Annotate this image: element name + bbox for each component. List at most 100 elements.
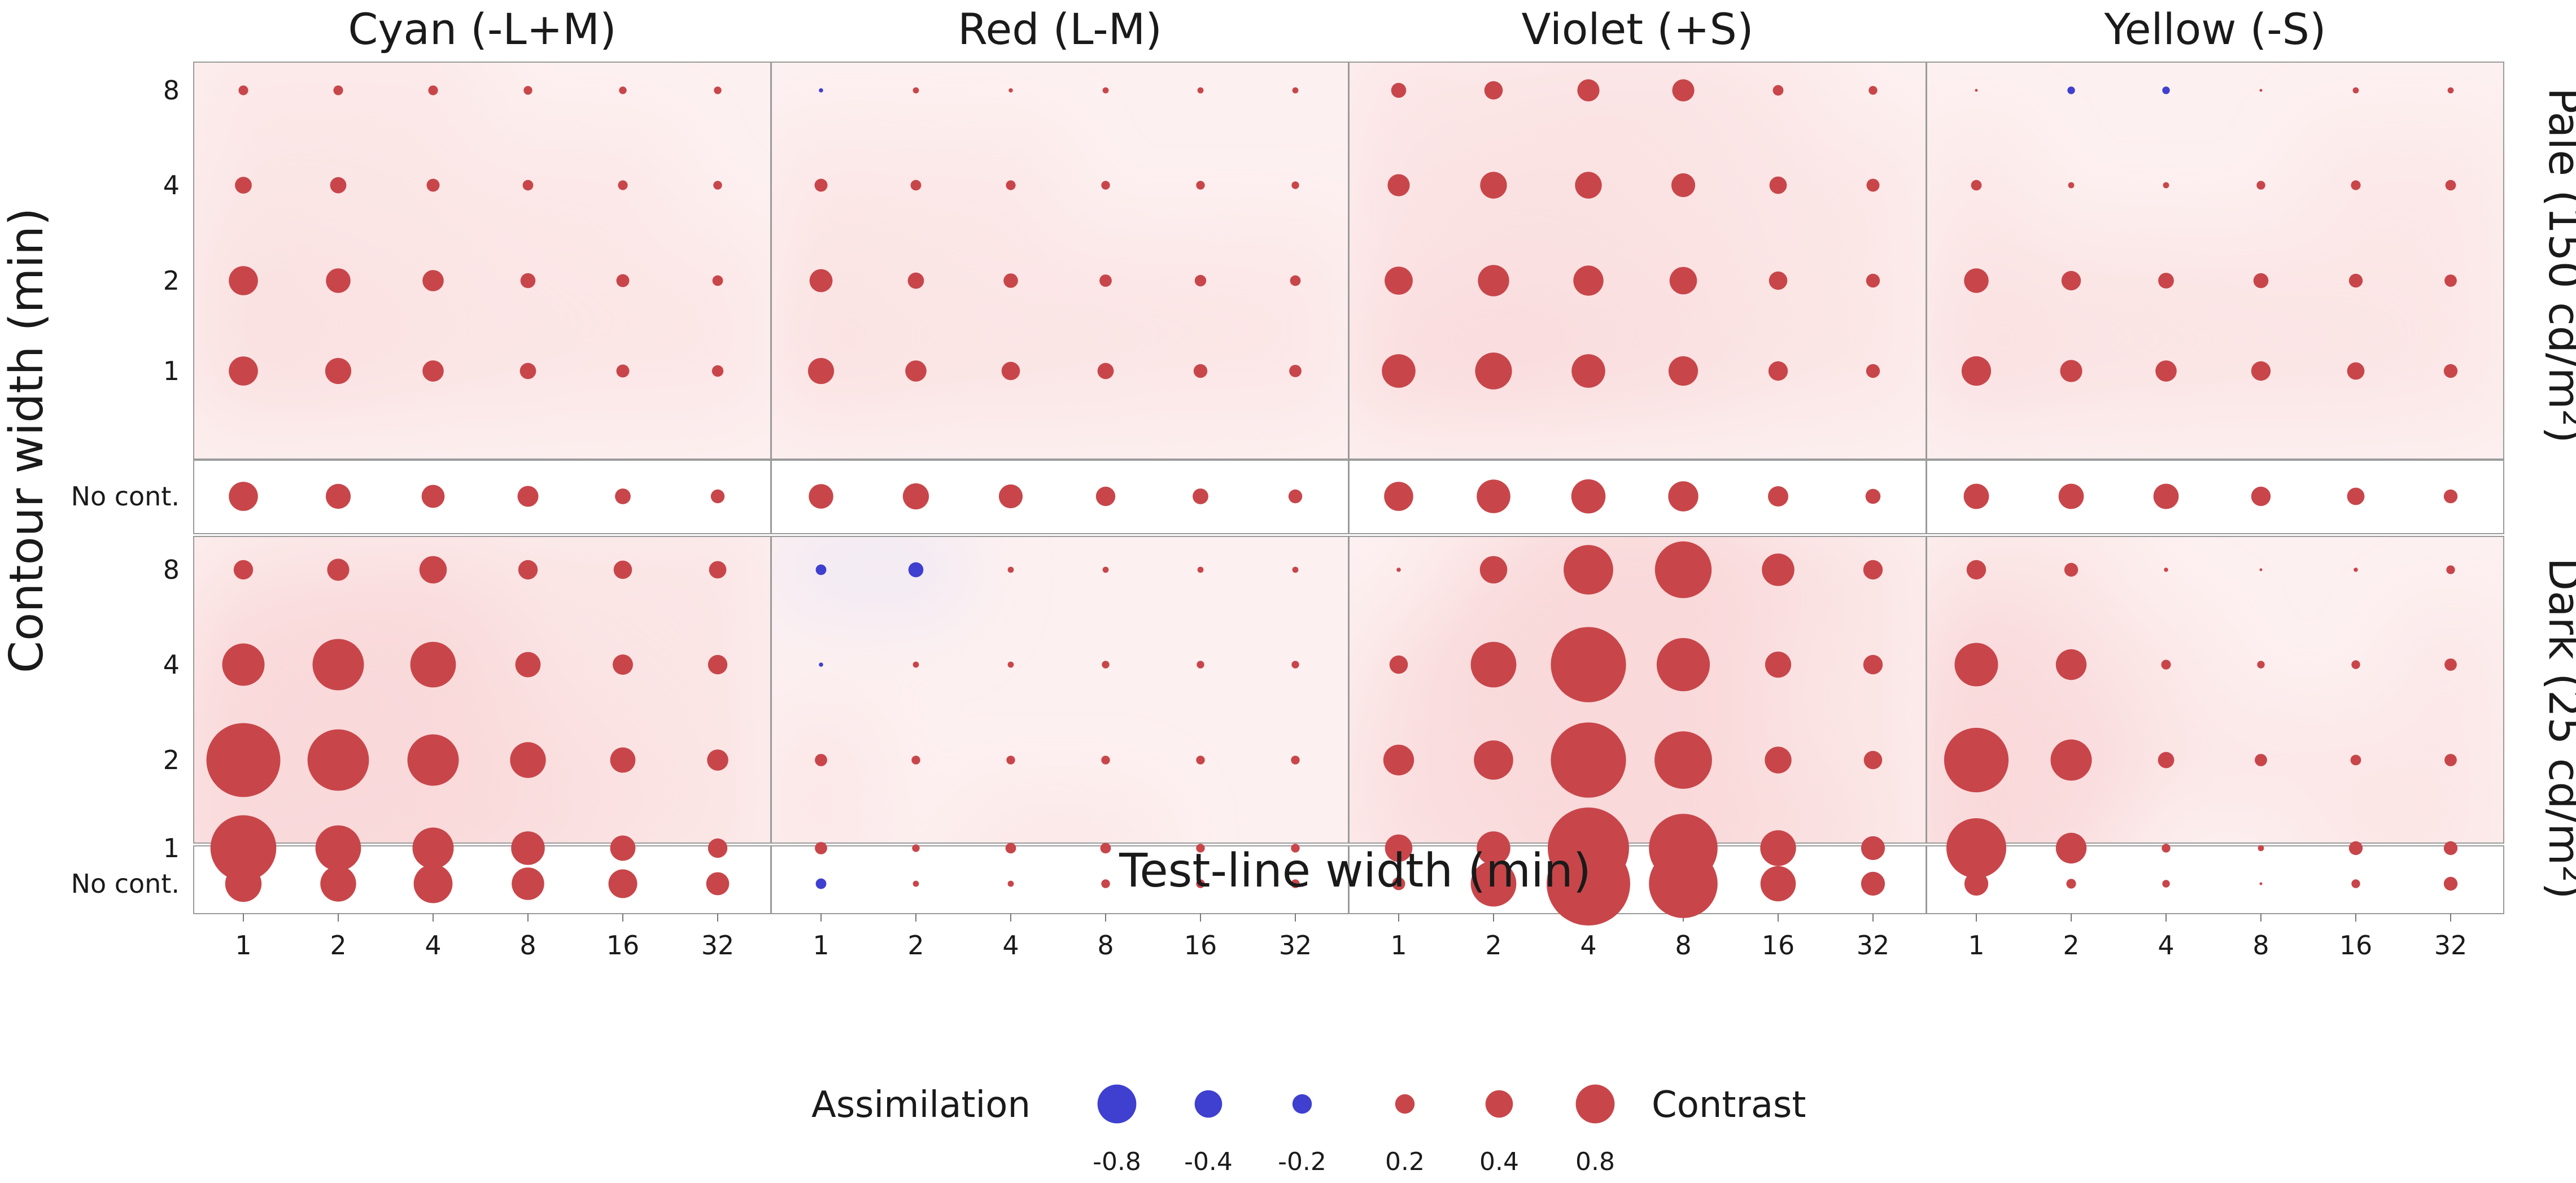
shading-blob (463, 783, 593, 843)
y-tick-label: 4 (163, 649, 180, 680)
bubble (1669, 267, 1697, 295)
bubble (325, 357, 352, 385)
bubble-no-contour (2347, 487, 2365, 505)
bubble (1003, 273, 1018, 288)
bubble (1863, 654, 1883, 675)
bubble (2253, 273, 2269, 289)
bubble-no-contour (2251, 486, 2271, 507)
bubble (2350, 754, 2361, 766)
bubble-no-contour (413, 864, 453, 903)
y-axis-title: Contour width (min) (0, 208, 54, 673)
bubble (1387, 174, 1410, 197)
shading-blob (1437, 62, 1551, 147)
bubble (1382, 354, 1416, 388)
bubble (1470, 641, 1517, 688)
panel-no-contour-area (1927, 460, 2504, 534)
bubble-no-contour (2259, 882, 2263, 885)
bubble (616, 274, 630, 287)
bubble (222, 643, 265, 686)
bubble (1389, 655, 1408, 674)
bubble (1964, 268, 1989, 293)
bubble (910, 180, 922, 191)
y-tick-label: 1 (163, 833, 180, 863)
legend-value-label: 0.2 (1385, 1147, 1425, 1176)
bubble (1101, 756, 1110, 765)
shading-blob (2008, 785, 2134, 843)
bubble (1768, 361, 1788, 381)
panel-shading (1927, 130, 2504, 434)
bubble-no-contour (517, 486, 539, 507)
x-tick-label: 32 (701, 930, 735, 961)
bubble (233, 560, 254, 580)
bubble (1097, 363, 1114, 379)
bubble-no-contour (608, 869, 638, 898)
bubble-no-contour (1193, 488, 1208, 504)
bubble (1099, 274, 1112, 287)
bubble (1292, 566, 1299, 573)
bubble (1291, 844, 1300, 853)
x-tick-label: 32 (1857, 930, 1890, 961)
bubble (2352, 87, 2359, 94)
panel-no-contour-area (771, 460, 1348, 534)
bubble (708, 838, 728, 858)
bubble (1551, 722, 1626, 798)
x-tick-label: 16 (2339, 930, 2373, 961)
shading-blob (1051, 793, 1160, 843)
bubble (229, 356, 258, 386)
bubble-no-contour (1649, 849, 1718, 918)
shading-blob (1625, 62, 1742, 149)
row-title-0: Pale (150 cd/m²) (2539, 88, 2576, 443)
bubble (1196, 756, 1205, 765)
bubble (2257, 661, 2265, 669)
bubble (2348, 841, 2363, 855)
y-tick-label: 2 (163, 265, 180, 296)
panel-no-contour-area (1349, 846, 1926, 914)
bubble (1772, 85, 1784, 96)
bubble (708, 654, 728, 675)
shading-blob (1711, 782, 1845, 843)
bubble (2259, 568, 2263, 571)
bubble (1944, 727, 2009, 793)
bubble (2444, 658, 2457, 671)
bubble-no-contour (1547, 842, 1630, 926)
bubbles-layer (206, 79, 2458, 926)
bubble (613, 560, 632, 579)
bubble (1769, 271, 1788, 290)
bubble (809, 269, 833, 293)
legend-bubble (1194, 1090, 1222, 1118)
bubble (2256, 181, 2265, 190)
bubble (1385, 267, 1413, 295)
bubble (1762, 553, 1795, 586)
bubble (1290, 275, 1301, 286)
bubble (2348, 273, 2363, 288)
bubble (1573, 265, 1604, 296)
y-tick-label: 8 (163, 75, 180, 106)
bubble (515, 652, 541, 678)
bubble (1668, 356, 1699, 386)
bubble (333, 85, 343, 95)
bubble (815, 564, 827, 575)
bubble (522, 180, 534, 191)
x-tick-label: 8 (1097, 930, 1114, 961)
shading-blob (860, 536, 972, 626)
x-tick-label: 32 (1279, 930, 1312, 961)
x-tick-label: 2 (1485, 930, 1501, 961)
x-tick-label: 16 (606, 930, 640, 961)
bubble (713, 181, 722, 190)
bubble (912, 844, 920, 852)
bubble-no-contour (1291, 879, 1300, 888)
bubble (1861, 836, 1885, 861)
bubble (2445, 180, 2456, 191)
shading-blob (771, 793, 876, 843)
shading-blob (1349, 62, 1455, 146)
bubble (1289, 365, 1302, 377)
bubble (1654, 541, 1712, 599)
bubble (2060, 360, 2082, 382)
bubble (1672, 79, 1695, 102)
bubble (1193, 364, 1208, 378)
bubble (1385, 834, 1413, 862)
bubble-no-contour (1668, 481, 1699, 512)
y-tick-label: 2 (163, 745, 180, 775)
shading-blob (1723, 62, 1833, 145)
panel-no-contour-area (194, 846, 771, 914)
